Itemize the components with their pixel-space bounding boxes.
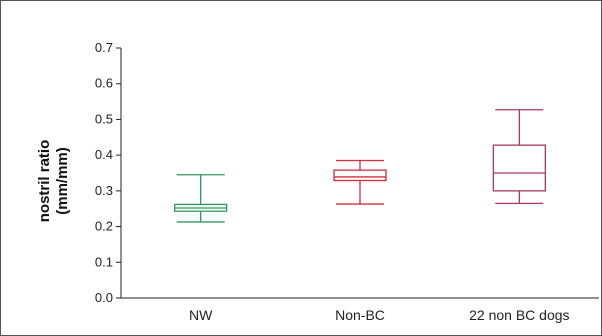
x-category-label: Non-BC <box>335 307 385 323</box>
y-axis-title-line2: (mm/mm) <box>54 147 71 215</box>
axes <box>120 48 599 299</box>
y-axis-title: nostril ratio (mm/mm) <box>36 140 71 223</box>
y-tick-label: 0.1 <box>95 254 113 269</box>
box-iqr <box>333 169 387 182</box>
y-tick-label: 0.3 <box>95 183 113 198</box>
box-2 <box>333 159 387 205</box>
y-tick-label: 0.7 <box>95 40 113 55</box>
box-1 <box>174 174 228 223</box>
y-axis-title-line1: nostril ratio <box>36 140 53 223</box>
y-axis-ticks: 0.0 0.1 0.2 0.3 0.4 0.5 0.6 0.7 <box>95 40 121 305</box>
y-tick-label: 0.5 <box>95 111 113 126</box>
y-tick-label: 0.2 <box>95 219 113 234</box>
box-3 <box>492 109 546 205</box>
y-tick-label: 0.0 <box>95 290 113 305</box>
x-axis-labels: NW Non-BC 22 non BC dogs <box>189 307 570 323</box>
y-tick-label: 0.6 <box>95 76 113 91</box>
x-category-label: NW <box>189 307 213 323</box>
boxes <box>174 109 546 223</box>
y-tick-label: 0.4 <box>95 147 113 162</box>
x-category-label: 22 non BC dogs <box>469 307 569 323</box>
box-iqr <box>492 144 546 192</box>
